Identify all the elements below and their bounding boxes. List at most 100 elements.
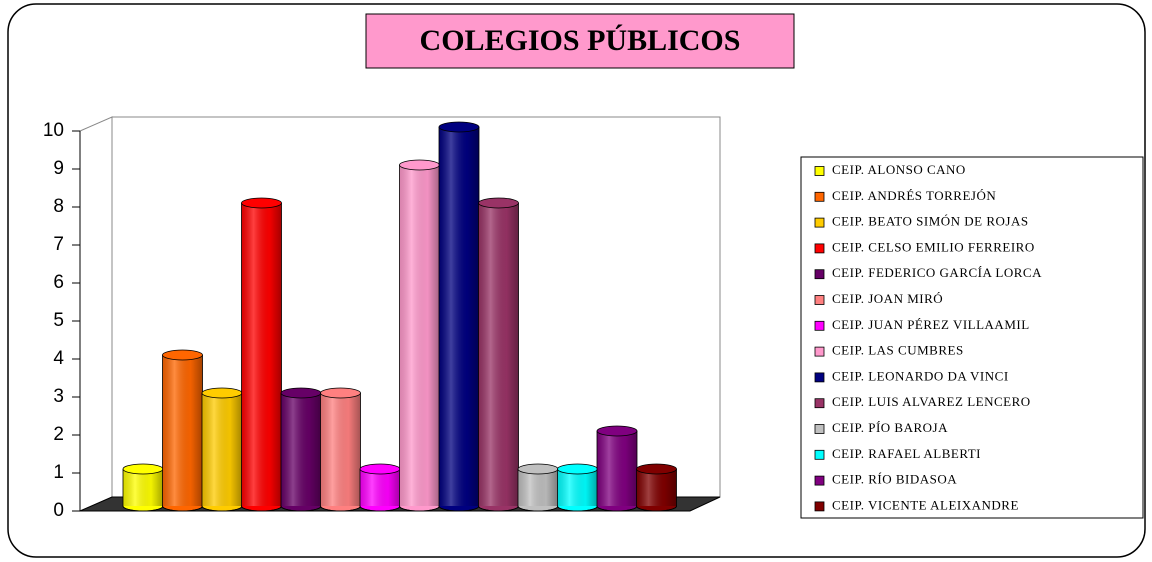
y-tick-label: 3: [53, 386, 64, 407]
title-box: [365, 13, 795, 69]
bar-top: [438, 121, 480, 133]
legend-swatch: [814, 243, 825, 254]
bar-shade: [478, 203, 519, 506]
bar-shade: [399, 165, 440, 506]
legend-swatch: [814, 295, 825, 305]
legend-label: CEIP. VICENTE ALEIXANDRE: [832, 497, 1019, 512]
legend-label: CEIP. ANDRÉS TORREJÓN: [832, 188, 996, 203]
legend-swatch: [814, 501, 825, 512]
legend-swatch: [814, 346, 825, 357]
bar-shade: [360, 469, 400, 506]
bar-top: [596, 425, 638, 437]
legend-swatch: [814, 398, 825, 409]
y-tick-label: 6: [53, 272, 64, 293]
bar-shade: [241, 203, 282, 506]
y-tick-label: 1: [53, 462, 64, 483]
bar-shade: [636, 469, 677, 506]
bar-shade: [162, 355, 203, 506]
bar-top: [399, 159, 440, 171]
bar-outline: [438, 127, 480, 512]
bar-top: [359, 463, 401, 475]
legend-label: CEIP. CELSO EMILIO FERREIRO: [832, 239, 1035, 254]
bar-top: [241, 197, 282, 209]
legend-label: CEIP. LAS CUMBRES: [832, 343, 964, 358]
y-tick-label: 0: [53, 500, 64, 521]
bar: [162, 349, 203, 512]
bar-shade: [597, 431, 637, 506]
legend-swatch: [814, 372, 825, 383]
bar-shade: [123, 469, 163, 506]
bar-top: [636, 463, 677, 475]
bar-shade: [320, 393, 361, 506]
bar-outline: [280, 393, 322, 512]
bar: [438, 121, 480, 512]
bar-outline: [478, 203, 519, 512]
legend-swatch: [814, 475, 825, 486]
bar-shade: [557, 469, 598, 506]
legend-swatch: [814, 449, 825, 460]
bar: [517, 463, 559, 512]
bar: [478, 197, 519, 512]
side-wall: [79, 116, 113, 512]
bar-outline: [636, 469, 677, 512]
bar: [557, 463, 598, 512]
y-tick-label: 7: [53, 234, 64, 255]
legend-label: CEIP. LUIS ALVAREZ LENCERO: [832, 394, 1031, 409]
legend-label: CEIP. PÍO BAROJA: [832, 420, 948, 435]
legend-swatch: [814, 191, 825, 202]
bar: [320, 387, 361, 512]
legend-label: CEIP. FEDERICO GARCÍA LORCA: [832, 265, 1042, 280]
bar-shade: [518, 469, 558, 506]
legend-label: CEIP. LEONARDO DA VINCI: [832, 368, 1009, 383]
bar: [359, 463, 401, 512]
bar-top: [557, 463, 598, 475]
bar-top: [162, 349, 203, 361]
bar-outline: [399, 165, 440, 512]
bar: [241, 197, 282, 512]
bar: [201, 387, 243, 512]
bar-outline: [122, 469, 164, 512]
y-tick-label: 2: [53, 424, 64, 445]
legend-label: CEIP. JOAN MIRÓ: [832, 291, 943, 306]
legend-label: CEIP. RÍO BIDASOA: [832, 472, 957, 487]
legend-swatch: [814, 320, 825, 331]
bar-shade: [202, 393, 242, 506]
bar: [280, 387, 322, 512]
y-tick-label: 8: [53, 196, 64, 217]
bar-shade: [281, 393, 321, 506]
legend-swatch: [814, 269, 825, 280]
bar-shade: [439, 127, 479, 506]
legend-swatch: [814, 424, 825, 434]
bar: [636, 463, 677, 512]
bar-top: [320, 387, 361, 399]
bar-outline: [517, 469, 559, 512]
chart-title: COLEGIOS PÚBLICOS: [420, 24, 741, 57]
bar-top: [478, 197, 519, 209]
bar: [122, 463, 164, 512]
bar-outline: [359, 469, 401, 512]
legend-label: CEIP. JUAN PÉREZ VILLAAMIL: [832, 317, 1030, 332]
bar-top: [201, 387, 243, 399]
bar-outline: [596, 431, 638, 512]
legend-label: CEIP. RAFAEL ALBERTI: [832, 446, 981, 461]
legend-label: CEIP. ALONSO CANO: [832, 162, 966, 177]
bar-outline: [201, 393, 243, 512]
bar-outline: [557, 469, 598, 512]
bar-top: [122, 463, 164, 475]
legend-box: [800, 156, 1144, 519]
bar: [596, 425, 638, 512]
y-tick-label: 9: [53, 158, 64, 179]
bar-top: [517, 463, 559, 475]
bar-outline: [241, 203, 282, 512]
y-tick-label: 10: [43, 120, 64, 141]
bar-outline: [162, 355, 203, 512]
bar-outline: [320, 393, 361, 512]
legend-swatch: [814, 217, 825, 228]
y-tick-label: 4: [53, 348, 64, 369]
bar-top: [280, 387, 322, 399]
legend-swatch: [814, 166, 825, 176]
legend-label: CEIP. BEATO SIMÓN DE ROJAS: [832, 214, 1029, 229]
bar: [399, 159, 440, 512]
y-tick-label: 5: [53, 310, 64, 331]
